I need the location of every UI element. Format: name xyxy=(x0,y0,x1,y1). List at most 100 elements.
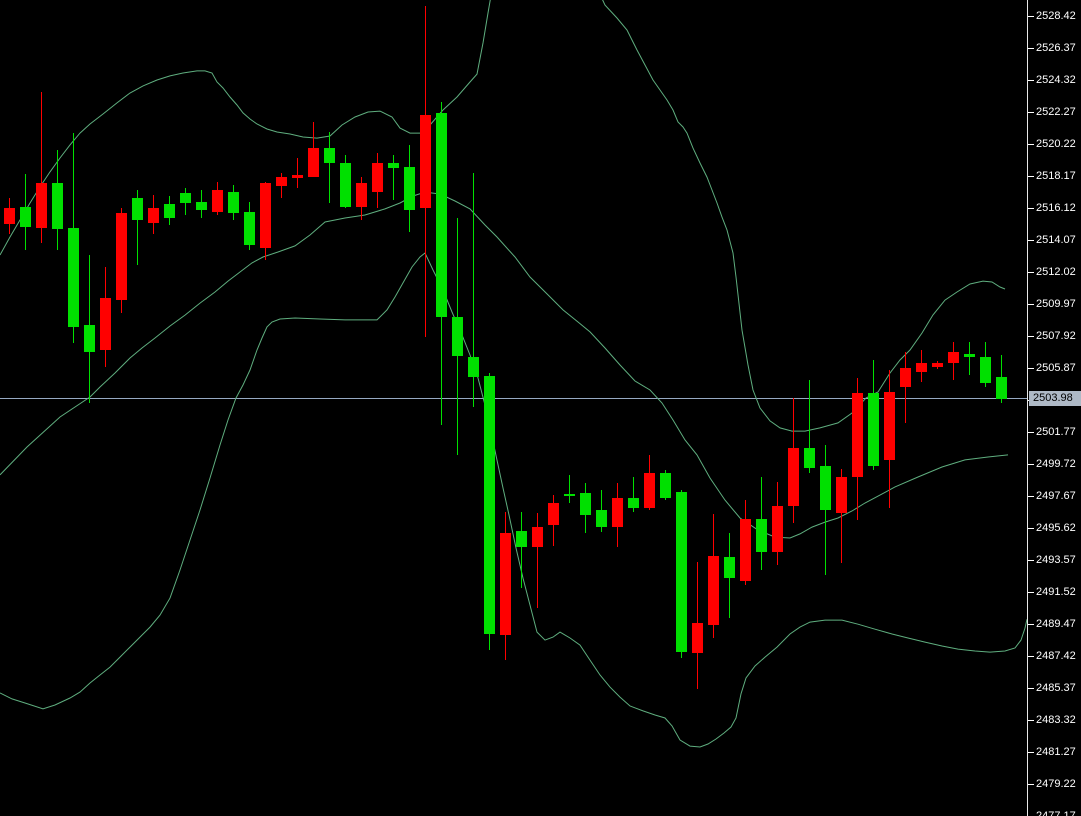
candle-body xyxy=(388,163,399,168)
axis-tick-mark xyxy=(1028,144,1034,145)
axis-tick-mark xyxy=(1028,624,1034,625)
price-axis-label: 2477.17 xyxy=(1036,810,1076,816)
candle-body xyxy=(980,357,991,384)
price-axis-label: 2487.42 xyxy=(1036,650,1076,662)
axis-tick-mark xyxy=(1028,112,1034,113)
candle-body xyxy=(244,212,255,245)
candle-body xyxy=(964,354,975,358)
price-axis-label: 2489.47 xyxy=(1036,618,1076,630)
axis-tick-mark xyxy=(1028,48,1034,49)
price-axis-label: 2501.77 xyxy=(1036,426,1076,438)
current-price-tag: 2503.98 xyxy=(1029,391,1081,406)
axis-tick-mark xyxy=(1028,304,1034,305)
candle-body xyxy=(916,363,927,373)
candle-body xyxy=(4,208,15,225)
price-axis-label: 2528.42 xyxy=(1036,10,1076,22)
candle-body xyxy=(868,393,879,466)
axis-tick-mark xyxy=(1028,80,1034,81)
candle-body xyxy=(468,357,479,378)
candle-body xyxy=(932,363,943,368)
candle-body xyxy=(580,493,591,515)
candle-body xyxy=(52,183,63,229)
axis-tick-mark xyxy=(1028,240,1034,241)
candle-body xyxy=(484,376,495,634)
candle-body xyxy=(612,498,623,527)
candle-body xyxy=(260,183,271,248)
price-axis-label: 2479.22 xyxy=(1036,778,1076,790)
candle-body xyxy=(692,623,703,654)
candle-body xyxy=(228,192,239,213)
axis-tick-mark xyxy=(1028,176,1034,177)
price-axis-label: 2518.17 xyxy=(1036,170,1076,182)
candle-body xyxy=(20,206,31,227)
chart-canvas[interactable] xyxy=(0,0,1027,816)
axis-tick-mark xyxy=(1028,336,1034,337)
bollinger-lower-band xyxy=(0,252,1027,748)
candle-body xyxy=(340,163,351,207)
axis-tick-mark xyxy=(1028,656,1034,657)
axis-tick-mark xyxy=(1028,560,1034,561)
price-axis-label: 2509.97 xyxy=(1036,298,1076,310)
price-axis-label: 2485.37 xyxy=(1036,682,1076,694)
candle-body xyxy=(628,498,639,508)
candle-body xyxy=(180,193,191,203)
candle-body xyxy=(740,519,751,582)
candle-body xyxy=(884,392,895,461)
price-axis-label: 2512.02 xyxy=(1036,266,1076,278)
candlestick-chart xyxy=(0,0,1027,748)
axis-tick-mark xyxy=(1028,528,1034,529)
candle-body xyxy=(356,183,367,207)
axis-tick-mark xyxy=(1028,496,1034,497)
price-axis-label: 2507.92 xyxy=(1036,330,1076,342)
axis-tick-mark xyxy=(1028,720,1034,721)
candle-body xyxy=(324,148,335,164)
candle-body xyxy=(116,213,127,301)
candle-body xyxy=(676,492,687,652)
candle-body xyxy=(660,473,671,499)
candle-body xyxy=(804,447,815,468)
candle-body xyxy=(772,506,783,552)
candle-body xyxy=(404,167,415,210)
candle-body xyxy=(724,557,735,579)
price-axis-label: 2493.57 xyxy=(1036,554,1076,566)
price-axis-label: 2497.67 xyxy=(1036,490,1076,502)
price-axis-label: 2516.12 xyxy=(1036,202,1076,214)
candle-body xyxy=(372,163,383,192)
axis-tick-mark xyxy=(1028,208,1034,209)
candle-body xyxy=(68,228,79,327)
candle-body xyxy=(100,298,111,351)
candle-body xyxy=(996,377,1007,400)
price-axis-label: 2522.27 xyxy=(1036,106,1076,118)
price-axis-label: 2520.22 xyxy=(1036,138,1076,150)
candle-body xyxy=(276,177,287,186)
price-axis-label: 2526.37 xyxy=(1036,42,1076,54)
candle-body xyxy=(708,556,719,626)
candle-body xyxy=(532,527,543,548)
candle-body xyxy=(84,324,95,353)
candle-body xyxy=(900,368,911,387)
candle-body xyxy=(132,198,143,220)
axis-tick-mark xyxy=(1028,784,1034,785)
candle-body xyxy=(452,317,463,356)
price-axis-label: 2483.32 xyxy=(1036,714,1076,726)
candle-body xyxy=(308,148,319,178)
candle-body xyxy=(292,175,303,179)
candle-body xyxy=(788,447,799,506)
candle-body xyxy=(516,531,527,548)
axis-tick-mark xyxy=(1028,16,1034,17)
bollinger-upper-band xyxy=(0,0,1006,432)
candle-body xyxy=(164,203,175,218)
candle-body xyxy=(948,352,959,363)
current-price-value: 2503.98 xyxy=(1033,392,1073,404)
axis-tick-mark xyxy=(1028,432,1034,433)
candle-body xyxy=(596,510,607,527)
price-axis-label: 2524.32 xyxy=(1036,74,1076,86)
candle-body xyxy=(756,519,767,552)
candle-body xyxy=(548,503,559,525)
price-axis-label: 2481.27 xyxy=(1036,746,1076,758)
bollinger-middle-band xyxy=(0,191,1009,539)
axis-tick-mark xyxy=(1028,272,1034,273)
price-axis[interactable]: 2503.98 2528.42 2526.37 2524.32 2522.27 2520… xyxy=(1027,0,1081,816)
candle-body xyxy=(836,477,847,514)
